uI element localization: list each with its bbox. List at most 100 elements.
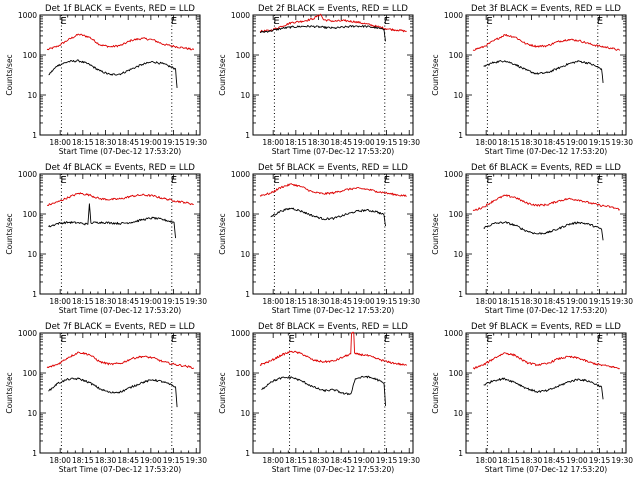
panel-title: Det 6f BLACK = Events, RED = LLD [471,163,621,173]
x-tick-label: 19:15 [589,297,611,306]
event-marker-label: E [60,16,66,27]
x-tick-label: 18:15 [72,456,94,465]
y-axis-label: Counts/sec [5,54,14,95]
y-tick-label: 100 [23,210,38,219]
y-tick-label: 1000 [444,329,463,338]
y-tick-label: 1000 [18,11,37,20]
plot-frame [253,333,413,453]
x-tick-label: 18:45 [117,297,139,306]
y-tick-label: 100 [449,51,464,60]
x-tick-label: 18:45 [330,456,352,465]
event-marker-label: E [486,334,492,345]
panel-title: Det 2f BLACK = Events, RED = LLD [258,4,408,14]
detector-panel-2: Det 2f BLACK = Events, RED = LLD 1 10 100 10… [218,4,420,156]
x-tick-label: 18:00 [262,138,284,147]
y-tick-label: 1000 [18,329,37,338]
x-tick-label: 18:45 [543,138,565,147]
x-tick-label: 19:30 [185,297,207,306]
x-tick-label: 18:15 [498,456,520,465]
event-marker-label: E [171,334,177,345]
x-tick-label: 18:45 [117,456,139,465]
x-tick-label: 19:00 [353,456,375,465]
y-axis-label: Counts/sec [431,54,440,95]
x-tick-label: 18:30 [521,138,543,147]
x-tick-label: 18:30 [308,456,330,465]
y-tick-label: 10 [240,409,250,418]
events-series-line [262,376,386,406]
events-series-line [484,378,603,399]
events-series-line [484,222,603,241]
y-tick-label: 1000 [18,170,37,179]
x-tick-label: 18:15 [285,138,307,147]
event-marker-label: E [273,175,279,186]
x-tick-label: 19:00 [140,456,162,465]
x-axis-label: Start Time (07-Dec-12 17:53:20) [59,306,181,315]
x-tick-label: 19:00 [140,138,162,147]
x-tick-label: 19:30 [611,138,633,147]
x-tick-label: 18:00 [475,456,497,465]
x-tick-label: 19:30 [398,138,420,147]
events-series-line [271,208,386,226]
x-axis-label: Start Time (07-Dec-12 17:53:20) [485,147,607,156]
y-tick-label: 1000 [231,11,250,20]
y-axis-label: Counts/sec [218,372,227,413]
y-tick-label: 1 [245,131,250,140]
x-tick-label: 18:00 [49,297,71,306]
panel-title: Det 4f BLACK = Events, RED = LLD [45,163,195,173]
x-tick-label: 18:30 [521,456,543,465]
y-tick-label: 1 [32,131,37,140]
x-axis-label: Start Time (07-Dec-12 17:53:20) [59,465,181,474]
y-axis-label: Counts/sec [218,54,227,95]
event-marker-label: E [597,16,603,27]
x-tick-label: 19:00 [353,297,375,306]
detector-panel-6: Det 6f BLACK = Events, RED = LLD11010010… [431,163,633,315]
y-tick-label: 100 [236,210,251,219]
y-axis-label: Counts/sec [218,213,227,254]
event-marker-label: E [384,16,390,27]
y-tick-label: 100 [23,369,38,378]
x-tick-label: 19:00 [353,138,375,147]
y-tick-label: 10 [27,409,37,418]
x-tick-label: 18:45 [330,138,352,147]
x-tick-label: 18:30 [308,138,330,147]
x-tick-label: 19:00 [566,297,588,306]
x-tick-label: 19:30 [611,456,633,465]
events-series-line [49,60,178,88]
x-tick-label: 18:30 [521,297,543,306]
events-series-line [49,204,176,238]
x-axis-label: Start Time (07-Dec-12 17:53:20) [272,465,394,474]
panel-title: Det 3f BLACK = Events, RED = LLD [471,4,621,14]
x-tick-label: 18:00 [262,456,284,465]
event-marker-label: E [171,175,177,186]
x-tick-label: 19:15 [376,297,398,306]
x-tick-label: 19:00 [566,138,588,147]
x-tick-label: 19:30 [398,456,420,465]
x-tick-label: 19:15 [589,456,611,465]
detector-panel-5: Det 5f BLACK = Events, RED = LLD 1 10 100 10… [218,163,420,315]
y-tick-label: 1 [458,131,463,140]
x-tick-label: 19:00 [140,297,162,306]
detector-panel-1: Det 1f BLACK = Events, RED = LLD 1 10 100 10… [5,4,207,156]
lld-series-line [473,353,620,369]
x-tick-label: 19:15 [163,297,185,306]
y-tick-label: 1 [458,449,463,458]
y-tick-label: 100 [449,369,464,378]
y-tick-label: 10 [453,91,463,100]
x-tick-label: 18:30 [95,456,117,465]
x-tick-label: 19:30 [611,297,633,306]
event-marker-label: E [289,334,295,345]
x-tick-label: 19:30 [185,456,207,465]
event-marker-label: E [273,16,279,27]
x-tick-label: 18:15 [72,138,94,147]
x-tick-label: 19:15 [376,456,398,465]
event-marker-label: E [171,16,177,27]
x-tick-label: 19:00 [566,456,588,465]
x-tick-label: 18:15 [72,297,94,306]
detector-panel-8: Det 8f BLACK = Events, RED = LLD 1 10 100 10… [218,322,420,474]
y-axis-label: Counts/sec [431,213,440,254]
plot-frame [40,174,200,294]
event-marker-label: E [597,175,603,186]
x-tick-label: 18:15 [498,138,520,147]
x-axis-label: Start Time (07-Dec-12 17:53:20) [485,306,607,315]
detector-panel-3: Det 3f BLACK = Events, RED = LLD 1 10 100 10… [431,4,633,156]
